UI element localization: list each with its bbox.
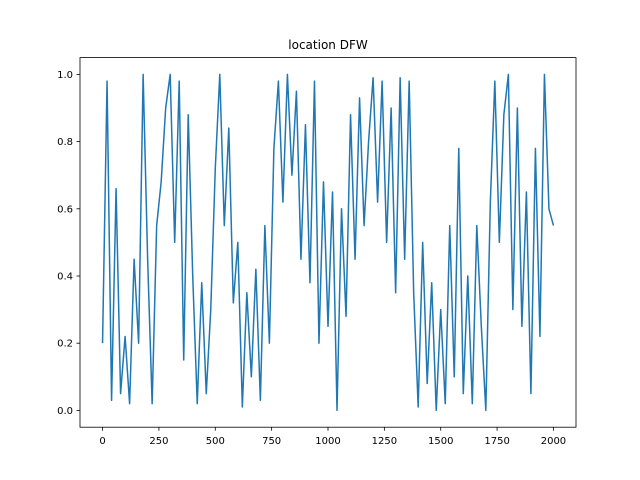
x-tick-label: 2000	[541, 436, 566, 447]
axes-frame	[79, 57, 577, 428]
chart-title: location DFW	[288, 38, 368, 52]
y-tick-label: 0.2	[57, 339, 73, 350]
x-tick-label: 1000	[315, 436, 340, 447]
y-tick-label: 0.4	[57, 272, 73, 283]
x-tick-label: 1250	[372, 436, 397, 447]
x-tick-label: 1750	[484, 436, 509, 447]
y-tick-label: 0.6	[57, 204, 73, 215]
x-tick-label: 750	[262, 436, 281, 447]
x-tick-label: 250	[149, 436, 168, 447]
data-line	[101, 73, 555, 412]
x-tick-label: 0	[99, 436, 105, 447]
y-tick-label: 0.0	[57, 406, 73, 417]
x-tick-label: 500	[206, 436, 225, 447]
y-tick-label: 0.8	[57, 137, 73, 148]
x-tick-label: 1500	[428, 436, 453, 447]
y-tick-label: 1.0	[57, 70, 73, 81]
